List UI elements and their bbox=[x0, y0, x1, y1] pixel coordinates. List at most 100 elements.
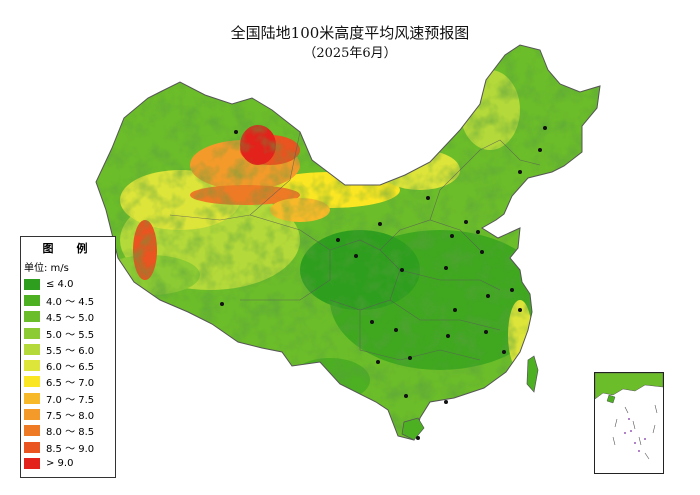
legend-swatch bbox=[24, 441, 40, 453]
inset-dash-line bbox=[612, 404, 658, 460]
city-dot-jinan bbox=[480, 250, 484, 254]
map-subtitle: （2025年6月） bbox=[303, 46, 397, 61]
city-dot-yinchuan bbox=[378, 222, 382, 226]
city-dot-chongqing bbox=[394, 328, 398, 332]
city-dot-xian bbox=[400, 268, 404, 272]
city-dot-hohhot bbox=[426, 196, 430, 200]
legend-swatch bbox=[24, 392, 40, 404]
city-dot-wuhan bbox=[453, 308, 457, 312]
dash-segment bbox=[612, 436, 616, 446]
dash-segment bbox=[654, 404, 658, 414]
dash-segment bbox=[644, 452, 650, 460]
south-china-sea-inset bbox=[594, 372, 664, 474]
legend-row: > 9.0 bbox=[21, 455, 115, 471]
legend-label: 4.5 ～ 5.0 bbox=[46, 313, 95, 325]
city-dot-kunming bbox=[376, 360, 380, 364]
boundary-south-central bbox=[389, 299, 501, 331]
legend-swatch bbox=[24, 278, 40, 290]
boundary-central bbox=[399, 269, 501, 291]
legend-label: ≤ 4.0 bbox=[46, 278, 74, 290]
city-dot-hefei bbox=[486, 294, 490, 298]
legend-swatch bbox=[24, 376, 40, 388]
legend-swatch bbox=[24, 425, 40, 437]
island-dot bbox=[634, 442, 636, 444]
legend-row: 8.0 ～ 8.5 bbox=[21, 423, 115, 439]
legend-label: 7.5 ～ 8.0 bbox=[46, 411, 95, 423]
province-boundaries bbox=[169, 131, 541, 361]
island-dot bbox=[644, 438, 646, 440]
boundary-south bbox=[359, 310, 481, 361]
island-dot bbox=[628, 418, 630, 420]
city-dot-fuzhou bbox=[502, 350, 506, 354]
legend-swatch bbox=[24, 343, 40, 355]
city-dot-chengdu bbox=[370, 320, 374, 324]
city-dot-lanzhou bbox=[354, 254, 358, 258]
legend-swatch bbox=[24, 327, 40, 339]
legend-label: 5.0 ～ 5.5 bbox=[46, 329, 95, 341]
city-dot-shenyang bbox=[518, 170, 522, 174]
city-dot-beijing bbox=[464, 220, 468, 224]
city-dot-zhengzhou bbox=[444, 266, 448, 270]
legend-label: 6.5 ～ 7.0 bbox=[46, 378, 95, 390]
city-dot-tianjin bbox=[476, 230, 480, 234]
dash-segment bbox=[638, 436, 642, 446]
legend-row: 4.0 ～ 4.5 bbox=[21, 292, 115, 308]
legend-row: 6.5 ～ 7.0 bbox=[21, 374, 115, 390]
legend-row: 6.0 ～ 6.5 bbox=[21, 357, 115, 373]
city-markers bbox=[220, 126, 547, 440]
taiwan-island bbox=[526, 355, 539, 393]
boundary-northeast bbox=[499, 139, 541, 166]
city-dot-nanchang bbox=[484, 330, 488, 334]
legend-swatch bbox=[24, 409, 40, 421]
legend-title: 图 例 bbox=[42, 242, 94, 255]
inset-mainland bbox=[594, 372, 664, 400]
city-dot-guangzhou bbox=[444, 400, 448, 404]
city-dot-nanning bbox=[404, 394, 408, 398]
inset-hainan bbox=[606, 394, 616, 404]
terrain-texture bbox=[96, 45, 600, 440]
legend-swatch bbox=[24, 311, 40, 323]
legend-row: ≤ 4.0 bbox=[21, 276, 115, 292]
city-dot-changchun bbox=[538, 148, 542, 152]
city-dot-lhasa bbox=[220, 302, 224, 306]
inset-map bbox=[594, 372, 664, 460]
wind-field bbox=[96, 45, 600, 440]
legend-swatch bbox=[24, 457, 40, 469]
legend-swatch bbox=[24, 294, 40, 306]
hainan-island bbox=[401, 417, 425, 441]
city-dot-haikou bbox=[416, 436, 420, 440]
boundary-inner-mongolia bbox=[429, 139, 501, 221]
dash-segment bbox=[614, 418, 618, 428]
legend-row: 8.5 ～ 9.0 bbox=[21, 439, 115, 455]
island-dot bbox=[624, 432, 626, 434]
legend-label: > 9.0 bbox=[46, 457, 74, 469]
inset-islands bbox=[624, 418, 646, 452]
dash-segment bbox=[624, 406, 629, 414]
city-dot-changsha bbox=[446, 334, 450, 338]
city-dot-shijiazhuang bbox=[450, 234, 454, 238]
legend-label: 5.5 ～ 6.0 bbox=[46, 345, 95, 357]
dash-segment bbox=[632, 420, 636, 430]
dash-segment bbox=[652, 424, 656, 434]
island-dot bbox=[630, 430, 632, 432]
legend-unit: 单位: m/s bbox=[24, 263, 69, 274]
city-dot-nanjing bbox=[510, 288, 514, 292]
legend-row: 4.5 ～ 5.0 bbox=[21, 309, 115, 325]
map-title: 全国陆地100米高度平均风速预报图 bbox=[230, 24, 470, 42]
legend-swatch bbox=[24, 360, 40, 372]
legend-label: 6.0 ～ 6.5 bbox=[46, 362, 95, 374]
legend-label: 8.0 ～ 8.5 bbox=[46, 427, 95, 439]
legend-label: 7.0 ～ 7.5 bbox=[46, 394, 95, 406]
legend-row: 5.5 ～ 6.0 bbox=[21, 341, 115, 357]
legend: 图 例 单位: m/s ≤ 4.0 4.0 ～ 4.5 4.5 ～ 5.0 5.… bbox=[20, 236, 116, 478]
legend-label: 4.0 ～ 4.5 bbox=[46, 296, 95, 308]
city-dot-hangzhou bbox=[518, 308, 522, 312]
city-dot-guiyang bbox=[408, 356, 412, 360]
city-dot-xining bbox=[336, 238, 340, 242]
city-dot-urumqi bbox=[234, 130, 238, 134]
boundary-qinghai bbox=[240, 214, 331, 301]
legend-row: 7.0 ～ 7.5 bbox=[21, 390, 115, 406]
city-dot-harbin bbox=[543, 126, 547, 130]
island-dot bbox=[638, 450, 640, 452]
